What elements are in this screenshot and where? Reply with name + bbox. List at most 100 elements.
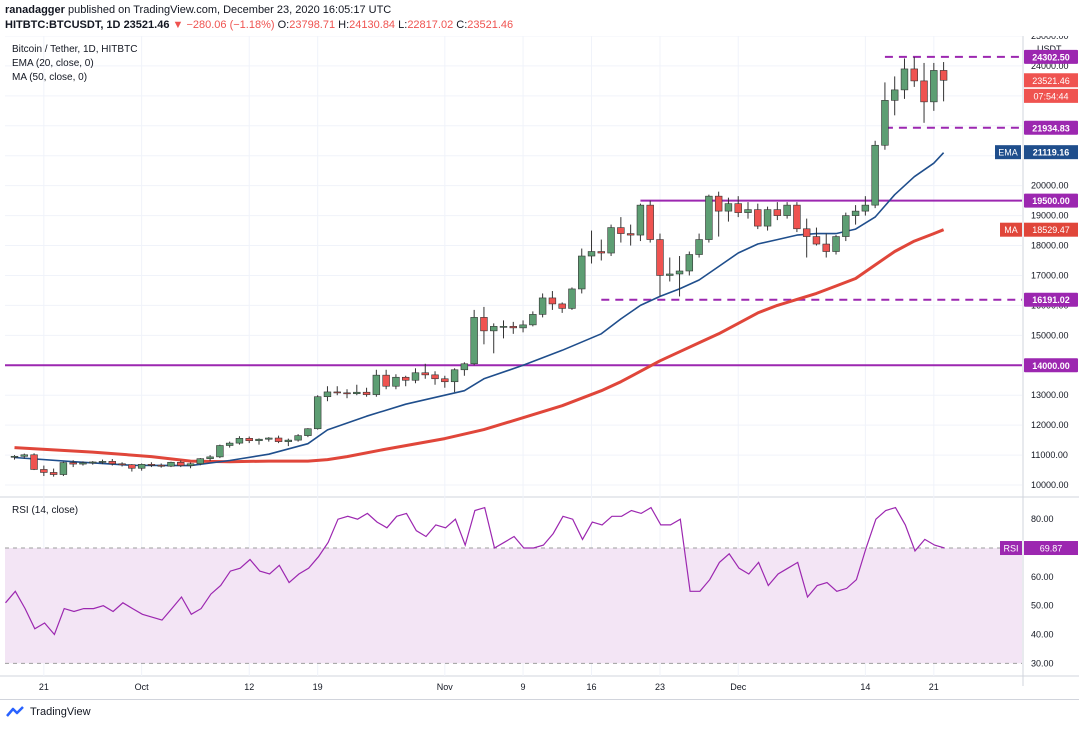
time-tick-label: 21: [929, 682, 939, 692]
time-tick-label: 9: [521, 682, 526, 692]
price-chart-canvas[interactable]: 10000.00 11000.00 12000.00 13000.00 14000.00…: [0, 36, 1079, 699]
candle-body: [519, 324, 527, 329]
rsi-name-tag: [1000, 541, 1022, 556]
candle-body: [196, 458, 205, 465]
candle-body: [294, 435, 302, 441]
time-tick-label: 12: [244, 682, 254, 692]
candle-body: [724, 203, 733, 212]
candle-body: [401, 376, 410, 381]
level-price-tag: [1024, 358, 1078, 373]
candle-body: [578, 255, 586, 290]
publisher-name[interactable]: ranadagger: [5, 4, 65, 16]
candle-body: [636, 204, 645, 236]
candle-body: [890, 89, 899, 101]
candle-body: [802, 228, 811, 237]
candle-body: [167, 461, 175, 467]
time-tick-label: Nov: [437, 682, 454, 692]
candle-body: [59, 462, 68, 475]
time-tick-label: Oct: [135, 682, 150, 692]
candle-body: [49, 472, 58, 475]
candle-body: [695, 239, 703, 255]
candle-body: [881, 100, 889, 146]
candle-body: [20, 454, 28, 457]
candle-body: [538, 297, 547, 315]
candle-body: [382, 374, 390, 387]
candle-body: [939, 70, 948, 81]
price-tick-label: 25000.00: [1031, 36, 1069, 41]
ma-name-label: MA: [1004, 225, 1018, 235]
candle-body: [900, 68, 909, 91]
open-label: O:: [277, 19, 290, 31]
candle-body: [177, 461, 185, 466]
candle-body: [362, 391, 371, 395]
candle-body: [470, 317, 478, 365]
rsi-value-tag: [1024, 541, 1078, 556]
candle-body: [509, 326, 517, 329]
chart-header: ranadagger published on TradingView.com,…: [0, 0, 1079, 36]
candle-body: [304, 428, 312, 436]
candle-body: [235, 438, 244, 444]
ema-name-tag: [995, 145, 1021, 160]
low-label: L:: [398, 19, 408, 31]
candle-body: [421, 372, 429, 376]
price-tick-label: 17000.00: [1031, 270, 1069, 280]
candle-body: [108, 461, 117, 465]
candle-body: [861, 204, 870, 212]
candle-body: [284, 439, 293, 442]
ema20-line: [14, 152, 945, 467]
level-price-tag: [1024, 49, 1078, 64]
price-tick-label: 12000.00: [1031, 420, 1069, 430]
ema-value-label: 21119.16: [1033, 148, 1070, 158]
rsi-value-label: 69.87: [1040, 544, 1063, 554]
candle-body: [69, 462, 77, 465]
candle-body: [763, 209, 772, 227]
candle-body: [30, 454, 38, 470]
candle-body: [98, 461, 107, 463]
candle-body: [372, 374, 381, 395]
candle-body: [480, 317, 488, 332]
price-tick-label: 15000.00: [1031, 330, 1069, 340]
candle-body: [773, 209, 782, 216]
candle-body: [313, 396, 322, 430]
candle-body: [118, 463, 126, 466]
candle-body: [265, 437, 273, 440]
level-price-tag: [1024, 120, 1078, 135]
candle-body: [245, 438, 253, 442]
close-value: 23521.46: [467, 19, 514, 31]
candle-body: [842, 215, 850, 237]
chart-title-legend: Bitcoin / Tether, 1D, HITBTC: [12, 44, 138, 55]
candle-body: [137, 464, 146, 469]
time-tick-label: Dec: [730, 682, 747, 692]
candle-body: [206, 456, 214, 459]
candle-body: [216, 445, 224, 458]
candle-body: [392, 376, 400, 387]
footer-bar: TradingView: [0, 699, 1079, 730]
last-price: 23521.46: [123, 19, 170, 31]
price-tick-label: 20000.00: [1031, 181, 1069, 191]
tradingview-logo[interactable]: TradingView: [6, 706, 91, 718]
candle-body: [548, 297, 557, 305]
candle-body: [793, 204, 801, 230]
candle-body: [411, 372, 420, 381]
candle-body: [323, 391, 332, 398]
symbol-info: HITBTC:BTCUSDT, 1D 23521.46 ▼ −280.06 (−…: [5, 19, 513, 31]
candle-body: [851, 210, 860, 216]
candle-body: [685, 254, 694, 272]
candle-body: [490, 326, 498, 332]
time-tick-label: 14: [860, 682, 870, 692]
candle-body: [89, 461, 97, 464]
candle-body: [10, 455, 19, 458]
candle-body: [460, 363, 469, 371]
candle-body: [930, 70, 938, 103]
candle-body: [656, 239, 664, 276]
level-price-label: 16191.02: [1032, 295, 1070, 305]
candle-body: [79, 462, 87, 465]
candle-body: [353, 391, 361, 395]
last-price-label: 23521.46: [1032, 76, 1070, 86]
time-tick-label: 21: [39, 682, 49, 692]
level-price-tag: [1024, 292, 1078, 307]
level-price-label: 19500.00: [1032, 196, 1070, 206]
candle-body: [607, 227, 615, 254]
candle-body: [597, 251, 606, 254]
ma-legend: MA (50, close, 0): [12, 72, 88, 83]
